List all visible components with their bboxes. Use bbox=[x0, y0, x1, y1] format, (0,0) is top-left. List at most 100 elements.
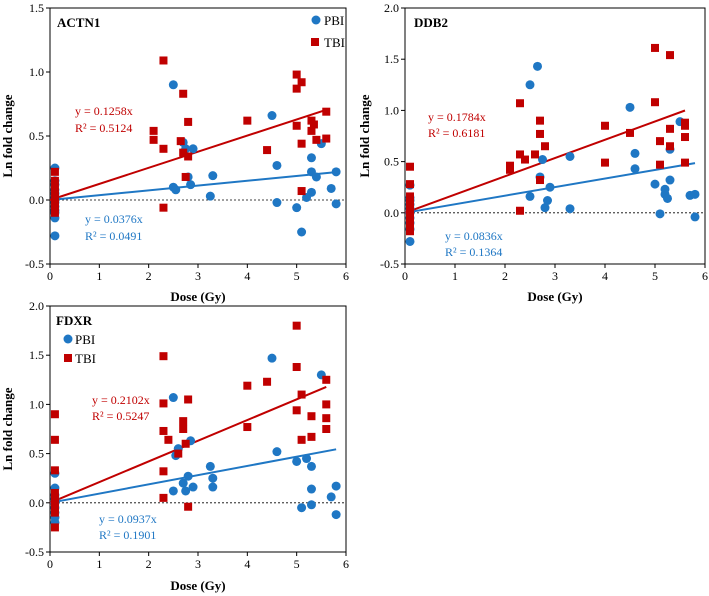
pbi-point bbox=[188, 144, 198, 154]
tbi-equation: y = 0.2102x bbox=[92, 393, 150, 407]
x-tick-label: 6 bbox=[702, 269, 708, 283]
y-axis-label: Ln fold change bbox=[357, 94, 372, 177]
legend-pbi-label: PBI bbox=[324, 13, 344, 28]
pbi-point bbox=[306, 153, 316, 163]
pbi-point bbox=[267, 353, 277, 363]
pbi-point bbox=[405, 236, 415, 246]
pbi-point bbox=[331, 167, 341, 177]
pbi-point bbox=[533, 61, 542, 71]
tbi-point bbox=[406, 198, 414, 207]
tbi-point bbox=[149, 135, 158, 144]
tbi-point bbox=[179, 148, 188, 157]
y-tick-label: 1.0 bbox=[29, 65, 44, 79]
tbi-point bbox=[50, 508, 59, 517]
y-tick-label: -0.5 bbox=[25, 545, 44, 559]
tbi-point bbox=[292, 406, 301, 415]
tbi-point bbox=[159, 467, 168, 476]
tbi-point bbox=[536, 129, 544, 138]
pbi-point bbox=[302, 454, 312, 464]
tbi-point bbox=[181, 439, 190, 448]
pbi-point bbox=[543, 196, 552, 206]
pbi-point bbox=[171, 185, 181, 195]
tbi-point bbox=[406, 180, 414, 189]
tbi-point bbox=[263, 377, 272, 386]
tbi-point bbox=[50, 183, 59, 192]
pbi-point bbox=[188, 482, 198, 492]
tbi-point bbox=[681, 121, 689, 130]
tbi-point bbox=[292, 70, 301, 79]
pbi-point bbox=[272, 447, 282, 457]
tbi-r-squared: R² = 0.5247 bbox=[92, 409, 149, 423]
y-tick-label: 1.5 bbox=[29, 1, 44, 15]
pbi-point bbox=[205, 461, 215, 471]
tbi-point bbox=[536, 176, 544, 185]
tbi-point bbox=[322, 414, 331, 423]
x-tick-label: 1 bbox=[452, 269, 458, 283]
pbi-trendline bbox=[49, 448, 337, 504]
tbi-point bbox=[292, 121, 301, 130]
pbi-point bbox=[297, 227, 307, 237]
panel-ddb2: 0 1 2 3 4 5 6 -0.5 0.0 0.5 1.0 1.5 2.0 DDB2 Dose (Gy… bbox=[357, 1, 708, 304]
y-axis-label: Ln fold change bbox=[0, 94, 15, 177]
tbi-point bbox=[297, 78, 306, 87]
legend-tbi-label: TBI bbox=[75, 351, 96, 366]
x-tick-label: 2 bbox=[146, 557, 152, 571]
tbi-point bbox=[531, 150, 539, 159]
tbi-point bbox=[164, 435, 173, 444]
x-tick-label: 5 bbox=[294, 269, 300, 283]
pbi-point bbox=[538, 155, 547, 165]
y-tick-label: -0.5 bbox=[25, 257, 44, 271]
pbi-point bbox=[655, 209, 665, 219]
tbi-point bbox=[666, 124, 674, 133]
tbi-point bbox=[179, 417, 188, 426]
pbi-point bbox=[663, 193, 672, 203]
panel-actn1: 0 1 2 3 4 5 6-0.50.00.51.01.5 ACTN1 Dose (Gy) … bbox=[0, 1, 349, 304]
y-tick-label: 1.0 bbox=[29, 397, 44, 411]
tbi-point bbox=[292, 321, 301, 330]
x-axis-label: Dose (Gy) bbox=[527, 289, 582, 304]
pbi-point bbox=[540, 203, 550, 213]
pbi-point bbox=[168, 80, 178, 90]
pbi-point bbox=[660, 184, 670, 194]
pbi-point bbox=[297, 503, 307, 513]
tbi-point bbox=[322, 107, 331, 116]
pbi-point bbox=[272, 160, 282, 170]
pbi-r-squared: R² = 0.1364 bbox=[445, 245, 502, 259]
y-tick-label: -0.5 bbox=[380, 257, 399, 271]
legend-pbi-marker bbox=[311, 15, 321, 25]
legend-tbi-marker bbox=[311, 38, 319, 46]
tbi-point bbox=[406, 192, 414, 201]
x-tick-label: 5 bbox=[652, 269, 658, 283]
legend-pbi-label: PBI bbox=[75, 332, 95, 347]
tbi-point bbox=[50, 167, 59, 176]
pbi-point bbox=[625, 102, 635, 112]
tbi-point bbox=[322, 425, 331, 433]
tbi-point bbox=[406, 208, 414, 217]
tbi-point bbox=[179, 89, 188, 98]
y-tick-label: 0.5 bbox=[29, 447, 44, 461]
tbi-point bbox=[292, 84, 301, 93]
pbi-point bbox=[331, 481, 341, 491]
tbi-point bbox=[184, 502, 193, 511]
pbi-point bbox=[168, 393, 178, 403]
pbi-point bbox=[181, 486, 191, 496]
pbi-point bbox=[665, 175, 675, 185]
tbi-point bbox=[263, 146, 272, 155]
pbi-point bbox=[208, 482, 218, 492]
pbi-point bbox=[50, 231, 60, 241]
x-tick-label: 6 bbox=[343, 269, 349, 283]
chart-title: FDXR bbox=[56, 313, 93, 328]
tbi-point bbox=[50, 488, 59, 497]
tbi-point bbox=[307, 126, 316, 135]
pbi-point bbox=[208, 171, 218, 181]
tbi-point bbox=[406, 203, 414, 212]
tbi-point bbox=[626, 128, 634, 137]
tbi-point bbox=[601, 121, 609, 130]
pbi-point bbox=[306, 461, 316, 471]
tbi-point bbox=[651, 98, 659, 107]
x-tick-label: 0 bbox=[47, 557, 53, 571]
tbi-point bbox=[176, 137, 185, 146]
pbi-point bbox=[306, 500, 316, 510]
tbi-point bbox=[50, 498, 59, 507]
